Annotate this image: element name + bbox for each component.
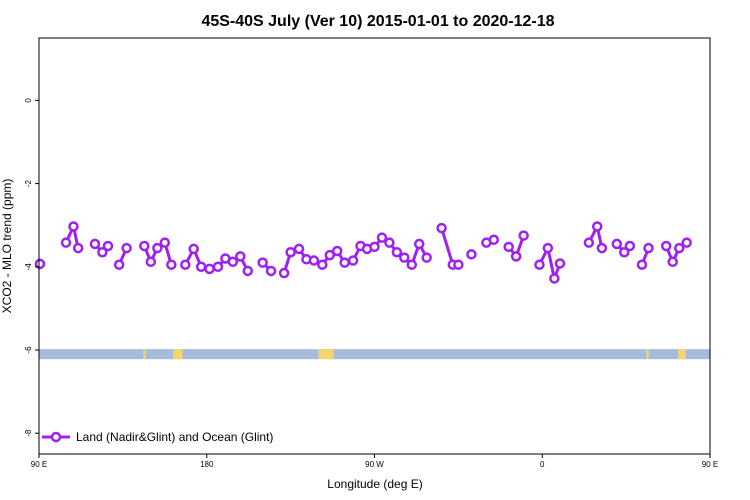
data-point <box>399 252 410 263</box>
data-point <box>285 246 296 258</box>
data-point <box>139 240 150 252</box>
legend-label: Land (Nadir&Glint) and Ocean (Glint) <box>76 430 273 444</box>
data-point <box>242 265 254 277</box>
data-point <box>453 259 464 270</box>
data-point <box>643 242 654 254</box>
data-point <box>159 237 171 248</box>
data-point <box>72 242 84 254</box>
data-point <box>596 242 608 254</box>
data-point <box>636 259 648 270</box>
data-point <box>188 243 199 255</box>
data-point <box>60 237 72 248</box>
data-point <box>681 237 692 248</box>
y-tick-label: -6 <box>24 346 33 354</box>
data-point <box>235 251 246 262</box>
series-line-segment <box>440 227 459 267</box>
data-point <box>166 259 177 270</box>
data-point <box>611 238 623 250</box>
data-point <box>660 240 672 252</box>
data-point <box>384 237 395 248</box>
surface-band <box>39 349 710 360</box>
data-point <box>583 237 595 248</box>
data-point <box>667 256 678 268</box>
data-point <box>413 238 425 250</box>
y-tick-label: -8 <box>24 429 33 437</box>
data-point <box>265 265 277 277</box>
data-point <box>554 258 566 269</box>
data-point <box>391 246 403 258</box>
data-point <box>421 252 432 263</box>
data-point <box>673 242 685 254</box>
x-axis: 90 E 180 90 W 0 90 E <box>31 454 718 469</box>
surface-band-ocean <box>39 349 710 360</box>
data-point <box>317 259 328 270</box>
legend-marker-swatch <box>50 431 62 443</box>
data-point <box>369 241 380 253</box>
data-point <box>204 263 215 275</box>
data-point <box>293 243 305 255</box>
data-point <box>257 257 268 268</box>
surface-band-land <box>143 349 146 360</box>
data-point <box>339 257 350 268</box>
data-point <box>619 246 630 258</box>
data-point <box>347 255 359 266</box>
data-point <box>324 249 336 261</box>
data-point <box>113 259 125 270</box>
data-point <box>488 234 500 246</box>
data-point <box>212 261 224 273</box>
y-tick-label: -4 <box>24 263 33 271</box>
data-point <box>591 221 603 232</box>
surface-band-land <box>646 349 649 360</box>
data-point <box>518 230 529 241</box>
series-line-segment <box>538 246 562 280</box>
data-point <box>102 240 114 252</box>
data-point <box>549 273 560 284</box>
data-point <box>376 232 388 243</box>
data-point <box>331 245 343 257</box>
legend: Land (Nadir&Glint) and Ocean (Glint) <box>42 430 273 444</box>
data-point <box>406 259 418 270</box>
x-tick-label: 90 W <box>365 460 384 469</box>
data-point <box>436 222 447 234</box>
data-point <box>180 259 191 270</box>
x-tick-label: 180 <box>200 460 214 469</box>
x-tick-label: 90 E <box>31 460 47 469</box>
data-point <box>68 221 79 232</box>
data-point <box>278 267 290 279</box>
data-point <box>227 256 239 268</box>
y-tick-label: -2 <box>24 179 33 187</box>
data-point <box>510 251 522 262</box>
data-point <box>89 238 101 250</box>
surface-band-land <box>173 349 183 360</box>
y-axis: 0 -2 -4 -6 -8 <box>24 98 39 437</box>
data-point <box>152 242 163 254</box>
data-point <box>97 246 108 258</box>
data-point <box>624 240 636 252</box>
series-points <box>34 221 692 284</box>
y-axis-label: XCO2 - MLO trend (ppm) <box>0 179 14 314</box>
data-point <box>34 258 46 270</box>
data-point <box>466 249 477 260</box>
data-point <box>121 242 132 254</box>
data-point <box>503 241 514 253</box>
surface-band-land <box>318 349 334 360</box>
y-tick-label: 0 <box>24 98 33 103</box>
data-point <box>308 255 320 266</box>
surface-band-land <box>678 349 686 360</box>
chart-title: 45S-40S July (Ver 10) 2015-01-01 to 2020… <box>201 13 554 30</box>
x-axis-label: Longitude (deg E) <box>327 477 422 491</box>
data-point <box>145 256 157 268</box>
x-tick-label: 90 E <box>702 460 718 469</box>
x-tick-label: 0 <box>540 460 545 469</box>
data-point <box>542 242 554 254</box>
data-point <box>534 259 545 270</box>
data-point <box>195 261 207 273</box>
